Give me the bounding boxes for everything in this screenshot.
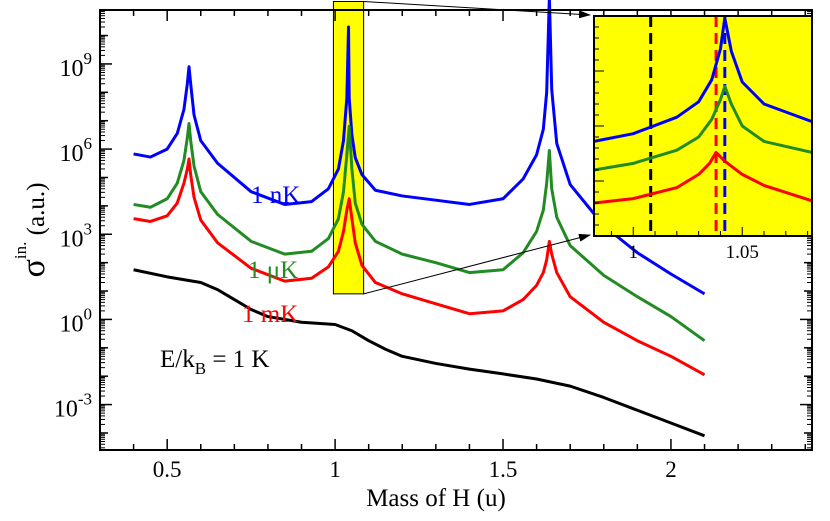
y-tick-label: 10-3: [54, 390, 92, 423]
series-line-1: [133, 122, 706, 342]
curve-label-0: 1 nK: [251, 182, 300, 209]
inset-series-line-2: [593, 150, 813, 205]
x-tick-label: 0.5: [153, 457, 182, 482]
y-tick-label: 100: [60, 304, 93, 337]
connector-arrow-top: [363, 0, 591, 19]
inset-x-tick-label: 1: [628, 242, 638, 263]
curve-label-3: E/kB = 1 K: [160, 346, 269, 378]
y-tick-label: 109: [60, 49, 93, 82]
y-tick-label: 103: [60, 219, 93, 252]
inset-x-tick-label: 1.05: [726, 242, 759, 263]
x-tick-label: 2: [665, 457, 677, 482]
series-line-2: [133, 157, 706, 377]
x-axis-title: Mass of H (u): [366, 485, 506, 512]
y-tick-label: 106: [60, 134, 93, 167]
series-line-3: [133, 268, 706, 438]
inset-background: [594, 16, 812, 236]
x-tick-label: 1: [329, 457, 341, 482]
x-tick-label: 1.5: [489, 457, 518, 482]
connector-arrow-bottom: [363, 233, 591, 295]
series-line-0: [133, 0, 706, 296]
curve-label-1: 1 μK: [248, 257, 298, 284]
inset-series-line-1: [593, 84, 813, 172]
y-axis-title: σin. (a.u.): [11, 183, 52, 278]
curve-label-2: 1 mK: [242, 301, 298, 328]
inset-series-line-0: [593, 16, 813, 143]
